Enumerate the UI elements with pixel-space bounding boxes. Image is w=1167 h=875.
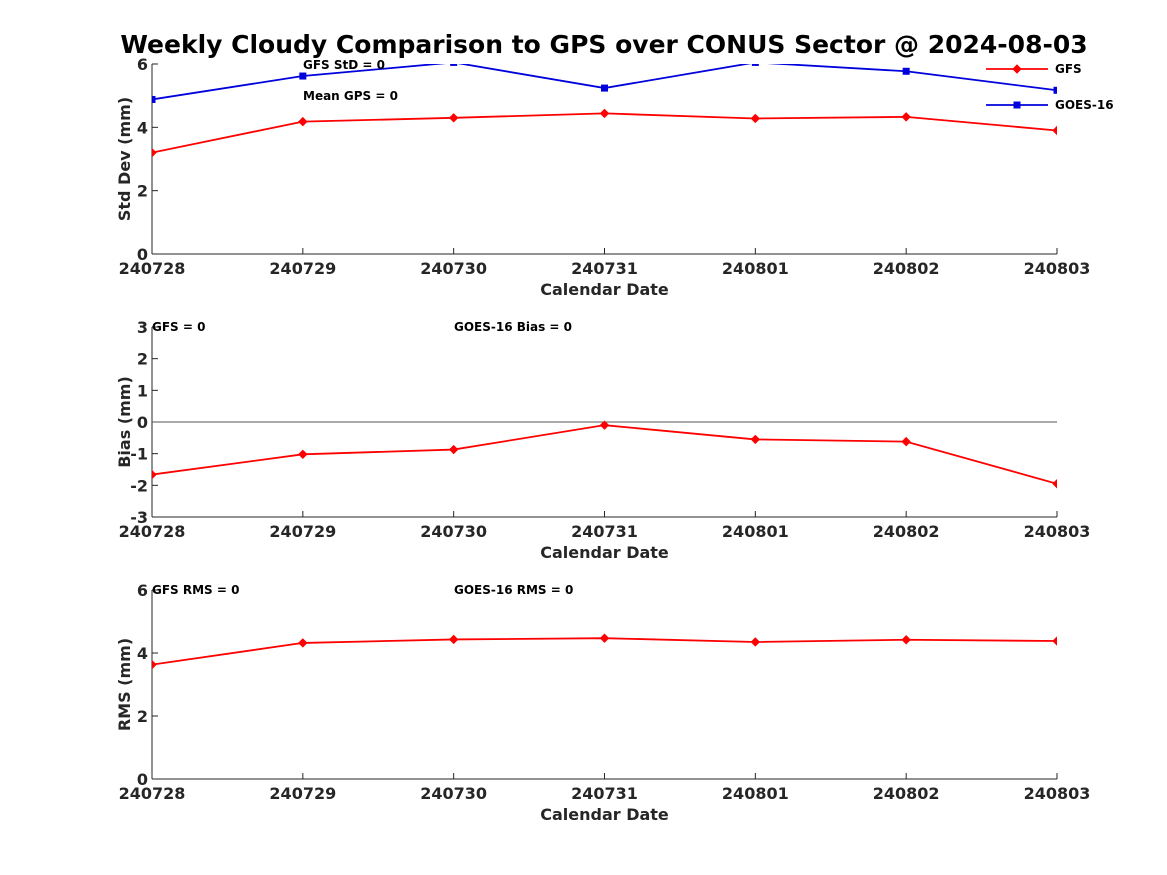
x-tick-label: 240802 <box>873 784 940 803</box>
data-point-gfs <box>298 638 308 648</box>
y-tick-label: 2 <box>137 182 148 201</box>
y-axis-label: Bias (mm) <box>115 376 134 468</box>
chart-panel-3: 0 2 4 6 240728 240729 240730 240731 240801 240802… <box>115 581 1090 824</box>
legend-entry-goes-16: GOES-16 <box>986 98 1114 112</box>
x-tick-label: 240803 <box>1024 522 1091 541</box>
annotation-1: GFS StD = 0 <box>303 58 385 72</box>
annotation-2: GOES-16 Bias = 0 <box>454 320 572 334</box>
x-tick-label: 240729 <box>269 259 336 278</box>
y-tick-label: 4 <box>137 118 148 137</box>
y-tick-label: 0 <box>137 245 148 264</box>
annotation-1: GFS = 0 <box>152 320 205 334</box>
data-point-gfs <box>599 633 610 643</box>
annotation-1: GFS RMS = 0 <box>152 583 239 597</box>
x-tick-label: 240729 <box>269 784 336 803</box>
x-tick-label: 240803 <box>1024 784 1091 803</box>
y-tick-label: 3 <box>137 318 148 337</box>
data-point-gfs <box>1052 125 1057 136</box>
data-point-gfs <box>599 108 610 119</box>
series-line-goes-16 <box>152 64 1057 101</box>
x-tick-label: 240728 <box>119 784 186 803</box>
y-tick-label: -3 <box>130 508 148 527</box>
chart-legend: GFS GOES-16 <box>986 62 1114 112</box>
y-tick-label: -2 <box>130 476 148 495</box>
legend-marker-goes-16 <box>1013 101 1021 109</box>
y-tick-label: -1 <box>130 445 148 464</box>
y-tick-label: 0 <box>137 770 148 789</box>
legend-marker-gfs <box>1012 64 1022 74</box>
data-point-gfs <box>599 420 610 430</box>
legend-entry-gfs: GFS <box>986 62 1082 76</box>
x-tick-label: 240728 <box>119 522 186 541</box>
series-gfs <box>152 108 1057 158</box>
data-point-gfs <box>750 113 761 124</box>
series-gfs <box>152 420 1057 489</box>
data-point-gfs <box>901 436 911 447</box>
data-point-gfs <box>152 469 157 480</box>
series-gfs <box>152 633 1057 670</box>
y-axis-label: RMS (mm) <box>115 638 134 731</box>
y-tick-label: 6 <box>137 55 148 74</box>
y-tick-label: 2 <box>137 707 148 726</box>
data-point-gfs <box>750 434 761 445</box>
x-tick-label: 240731 <box>571 522 638 541</box>
y-tick-label: 0 <box>137 413 148 432</box>
x-axis-label: Calendar Date <box>540 805 669 824</box>
data-point-gfs <box>1052 479 1057 489</box>
y-axis-label: Std Dev (mm) <box>115 97 134 221</box>
data-point-gfs <box>901 112 911 122</box>
x-tick-label: 240729 <box>269 522 336 541</box>
series-line-gfs <box>152 112 1057 154</box>
x-tick-label: 240801 <box>722 784 789 803</box>
x-tick-label: 240728 <box>119 259 186 278</box>
data-point-gfs <box>448 113 459 123</box>
x-axis-label: Calendar Date <box>540 543 669 562</box>
data-point-gfs <box>750 637 761 647</box>
y-tick-label: 4 <box>137 644 148 663</box>
data-point-goes-16 <box>450 64 458 66</box>
legend-label-gfs: GFS <box>1055 62 1082 76</box>
x-tick-label: 240802 <box>873 259 940 278</box>
x-tick-label: 240801 <box>722 259 789 278</box>
series-goes-16 <box>152 64 1057 103</box>
data-point-gfs <box>152 659 157 670</box>
data-point-gfs <box>152 147 157 158</box>
data-point-gfs <box>901 635 911 645</box>
x-tick-label: 240731 <box>571 784 638 803</box>
data-point-gfs <box>448 444 459 455</box>
data-point-goes-16 <box>601 84 608 92</box>
y-tick-label: 1 <box>137 381 148 400</box>
series-line-gfs <box>152 424 1057 485</box>
x-tick-label: 240730 <box>420 259 487 278</box>
x-axis-label: Calendar Date <box>540 280 669 299</box>
x-tick-label: 240802 <box>873 522 940 541</box>
chart-title: Weekly Cloudy Comparison to GPS over CON… <box>120 30 1087 59</box>
data-point-gfs <box>298 116 308 127</box>
chart-panel-2: -3 -2 -1 0 1 2 3 240728 240729 240730 240731 240801… <box>115 318 1090 562</box>
x-tick-label: 240731 <box>571 259 638 278</box>
data-point-goes-16 <box>1053 86 1057 94</box>
data-point-goes-16 <box>902 67 910 75</box>
data-point-gfs <box>448 634 459 645</box>
x-tick-label: 240730 <box>420 522 487 541</box>
data-point-gfs <box>1052 636 1057 646</box>
y-tick-label: 6 <box>137 581 148 600</box>
annotation-2: GOES-16 RMS = 0 <box>454 583 573 597</box>
annotation-2: Mean GPS = 0 <box>303 89 398 103</box>
data-point-goes-16 <box>751 64 759 66</box>
data-point-gfs <box>298 449 308 460</box>
x-tick-label: 240801 <box>722 522 789 541</box>
x-tick-label: 240730 <box>420 784 487 803</box>
chart-panels: 0 2 4 6 240728 240729 240730 240731 240801 240802… <box>115 55 1090 824</box>
data-point-goes-16 <box>152 95 156 103</box>
x-tick-label: 240803 <box>1024 259 1091 278</box>
legend-label-goes-16: GOES-16 <box>1055 98 1114 112</box>
y-tick-label: 2 <box>137 350 148 369</box>
data-point-goes-16 <box>299 72 307 80</box>
chart-panel-1: 0 2 4 6 240728 240729 240730 240731 240801 240802… <box>115 55 1090 299</box>
